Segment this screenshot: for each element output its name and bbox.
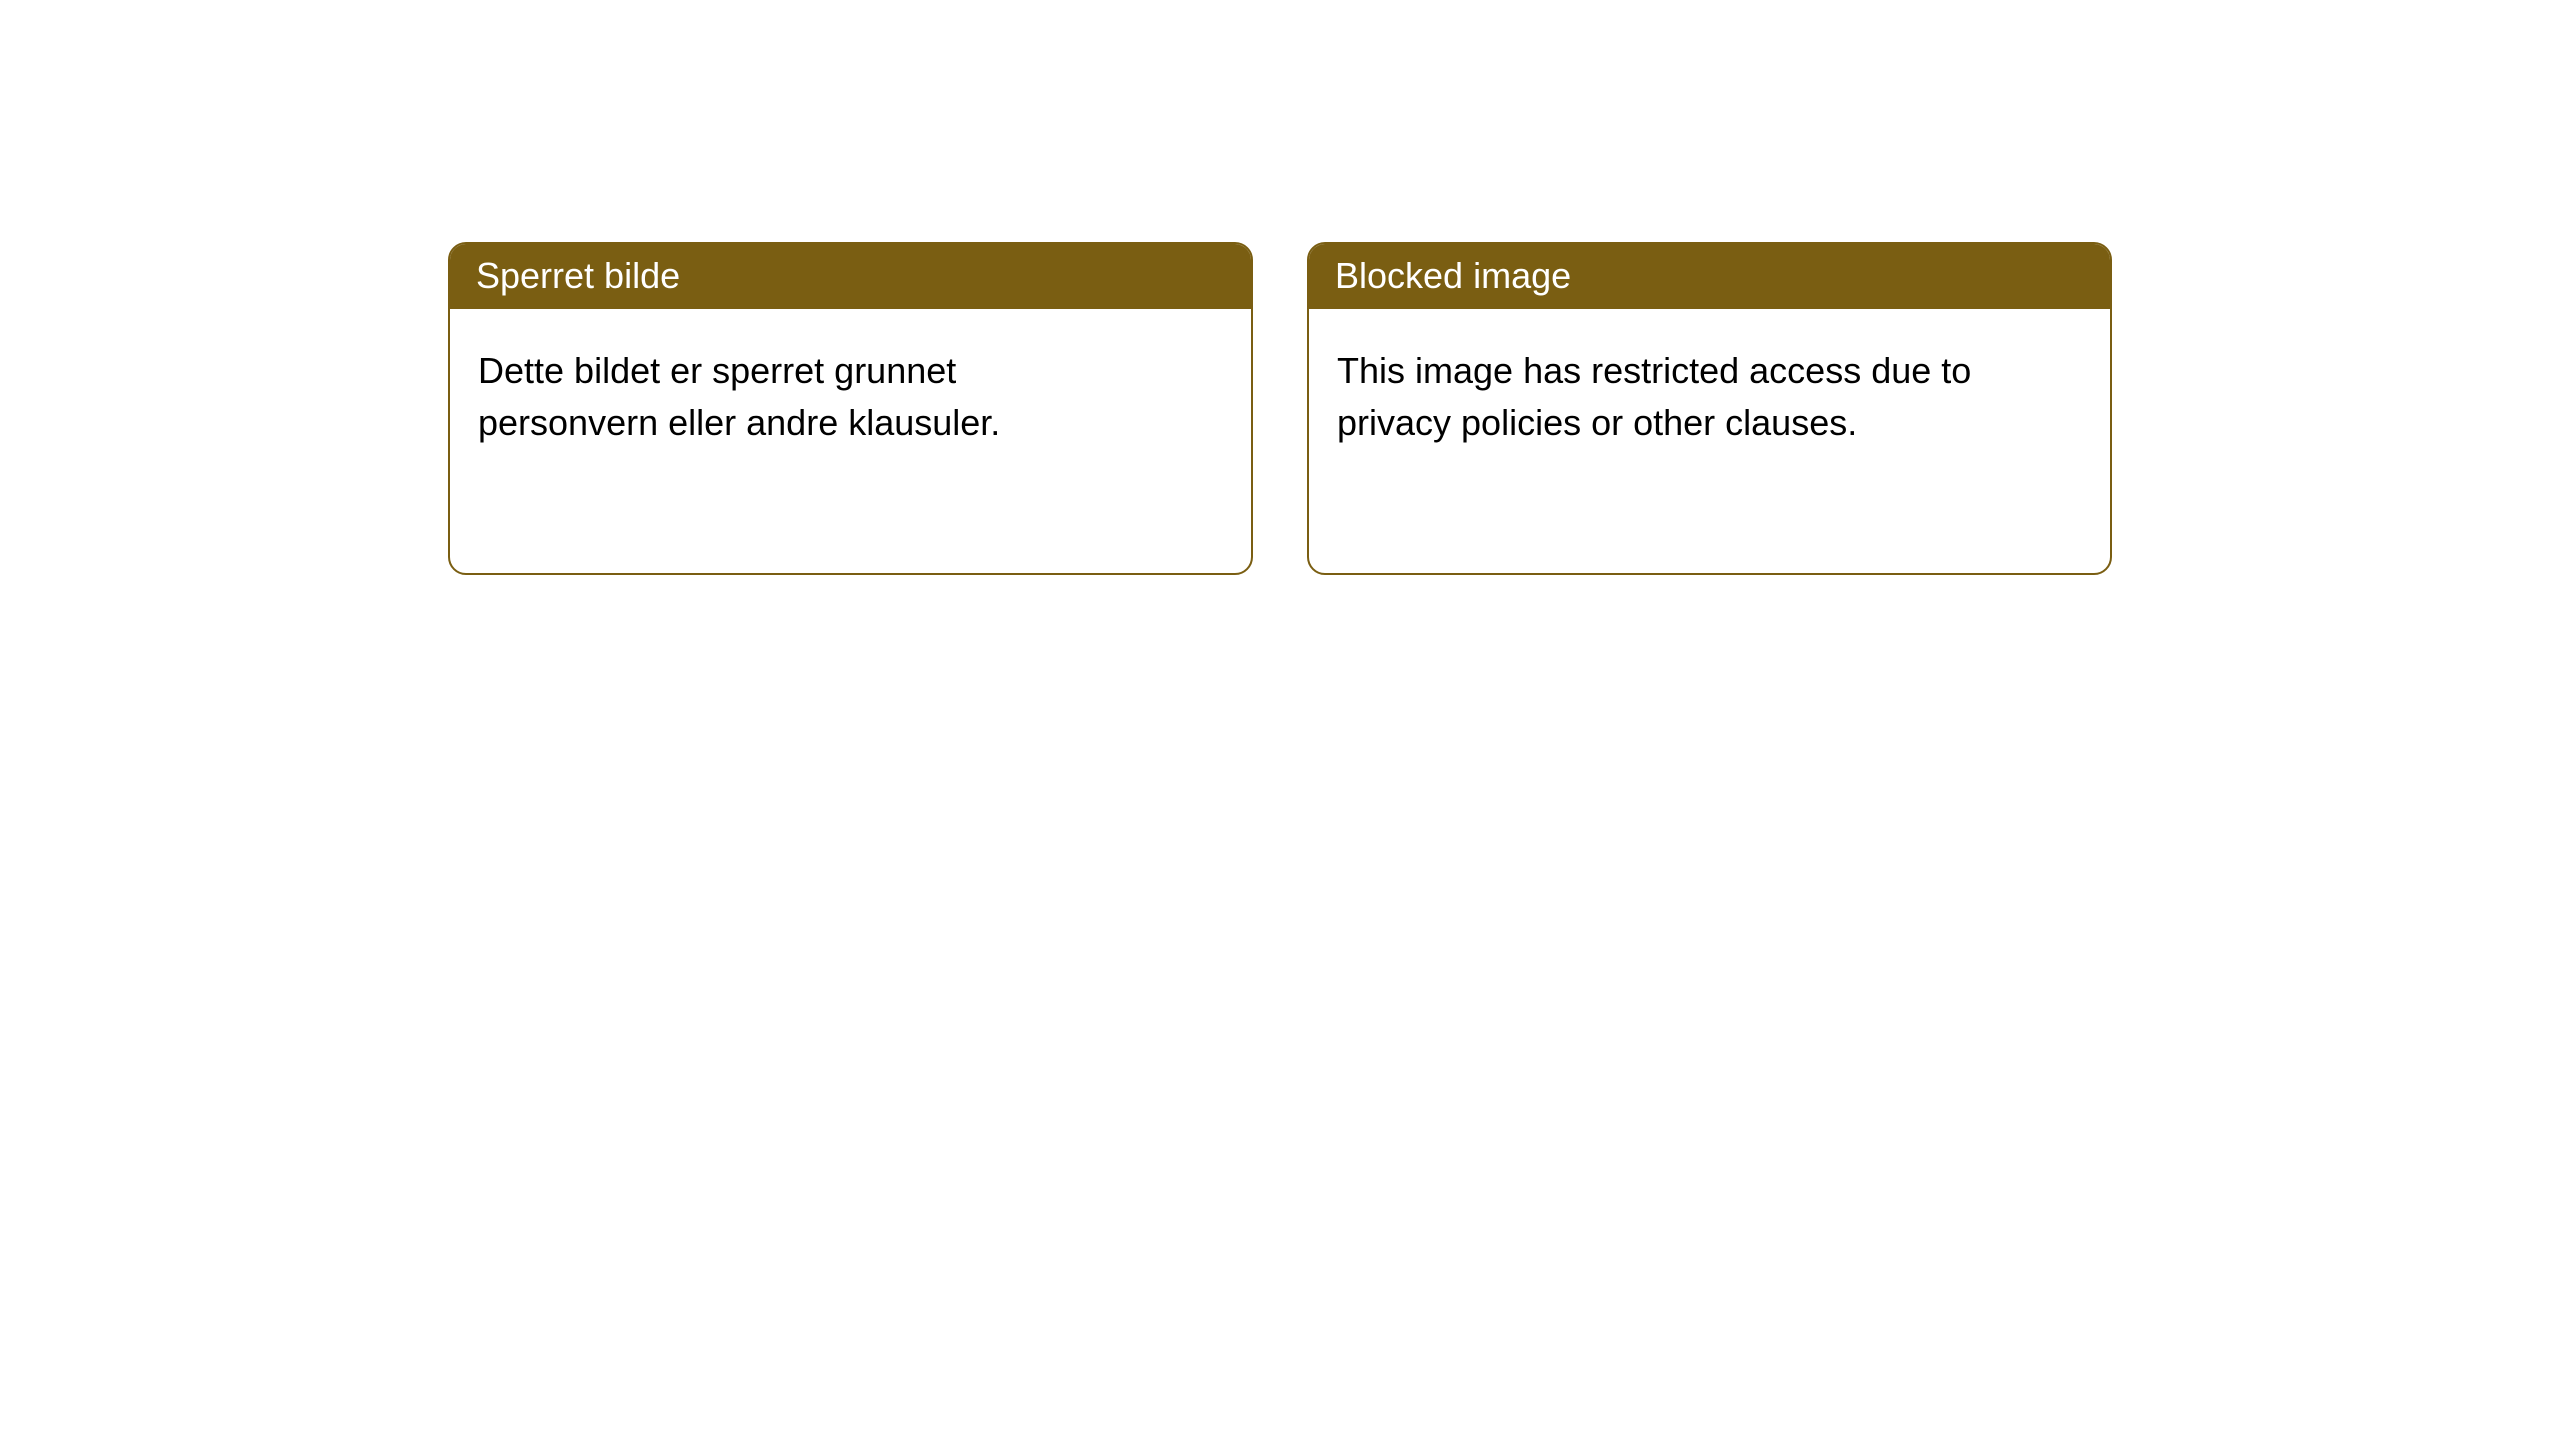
card-header: Sperret bilde bbox=[450, 244, 1251, 309]
card-title: Sperret bilde bbox=[476, 255, 680, 296]
card-body-text: This image has restricted access due to … bbox=[1337, 350, 1971, 442]
notice-card-english: Blocked image This image has restricted … bbox=[1307, 242, 2112, 575]
card-body: This image has restricted access due to … bbox=[1309, 309, 2009, 476]
card-title: Blocked image bbox=[1335, 255, 1571, 296]
card-body-text: Dette bildet er sperret grunnet personve… bbox=[478, 350, 1000, 442]
card-header: Blocked image bbox=[1309, 244, 2110, 309]
card-body: Dette bildet er sperret grunnet personve… bbox=[450, 309, 1150, 476]
notice-cards-container: Sperret bilde Dette bildet er sperret gr… bbox=[0, 0, 2560, 575]
notice-card-norwegian: Sperret bilde Dette bildet er sperret gr… bbox=[448, 242, 1253, 575]
